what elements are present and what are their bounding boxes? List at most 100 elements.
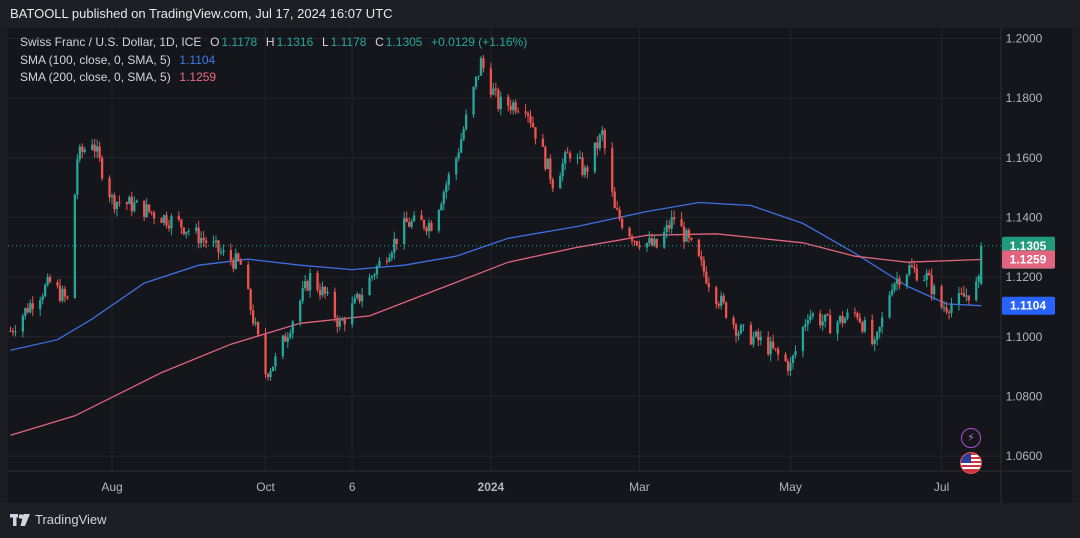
- candle-down: [734, 324, 738, 336]
- candle-down: [58, 285, 62, 301]
- symbol-title: Swiss Franc / U.S. Dollar, 1D, ICE: [20, 35, 202, 49]
- candle-down: [147, 204, 151, 212]
- candle-up: [115, 201, 119, 210]
- low-label: L: [321, 35, 329, 49]
- candle-up: [880, 317, 884, 327]
- candle-down: [618, 209, 621, 219]
- candle-down: [967, 295, 970, 301]
- sma100-value: 1.1104: [179, 53, 216, 67]
- candle-up: [942, 307, 946, 309]
- candle-up: [925, 272, 928, 281]
- candle-up: [289, 333, 292, 338]
- candle-up: [145, 204, 148, 217]
- candle-down: [638, 245, 641, 248]
- candle-down: [125, 202, 129, 205]
- candle-up: [46, 276, 49, 286]
- candle-down: [316, 273, 319, 291]
- candle-down: [928, 272, 931, 276]
- candle-down: [167, 225, 171, 229]
- candle-up: [29, 303, 32, 313]
- candle-up: [824, 314, 827, 322]
- candle-down: [494, 88, 497, 90]
- candle-up: [455, 158, 458, 175]
- candle-up: [663, 232, 666, 248]
- candle-up: [321, 286, 324, 296]
- tradingview-logo[interactable]: TradingView: [10, 512, 107, 527]
- candle-up: [378, 260, 381, 267]
- candle-down: [66, 296, 69, 299]
- candlestick-chart[interactable]: 1.2000 1.1800 1.1600 1.1400 1.1200 1.1000 1.08…: [8, 28, 1072, 503]
- candle-up: [200, 238, 203, 244]
- tradingview-brand: TradingView: [35, 512, 107, 527]
- candle-down: [182, 227, 185, 235]
- candle-down: [633, 240, 636, 242]
- candle-down: [422, 220, 426, 228]
- candle-down: [524, 111, 527, 113]
- candle-up: [254, 322, 257, 324]
- candle-down: [858, 317, 862, 323]
- candle-up: [546, 158, 549, 170]
- candle-up: [512, 102, 515, 110]
- sma200-value: 1.1259: [179, 70, 217, 84]
- chart-panel[interactable]: 1.2000 1.1800 1.1600 1.1400 1.1200 1.1000 1.08…: [8, 28, 1072, 503]
- candle-up: [720, 295, 723, 306]
- candle-up: [759, 336, 762, 341]
- candle-down: [118, 201, 121, 203]
- candle-down: [197, 227, 200, 244]
- sma100-price-tag: 1.1104: [1010, 299, 1046, 313]
- candle-up: [308, 273, 312, 291]
- candle-up: [754, 331, 757, 337]
- candle-down: [252, 310, 255, 324]
- candle-down: [853, 312, 857, 314]
- candle-down: [48, 276, 52, 283]
- candle-up: [234, 253, 237, 269]
- y-tick-label: 1.1200: [1006, 270, 1043, 284]
- candle-up: [286, 337, 289, 342]
- open-value: 1.1178: [221, 35, 258, 49]
- candle-up: [893, 283, 896, 291]
- candle-down: [700, 256, 703, 261]
- candle-up: [212, 242, 215, 244]
- candle-up: [373, 274, 376, 277]
- high-value: 1.1316: [276, 35, 314, 49]
- candle-up: [598, 134, 601, 149]
- candle-down: [204, 240, 208, 243]
- candle-up: [14, 331, 17, 333]
- ohlc-legend: Swiss Franc / U.S. Dollar, 1D, ICE O 1.11…: [20, 35, 529, 49]
- candle-up: [403, 218, 406, 245]
- candle-down: [256, 322, 260, 335]
- sma200-label: SMA (200, close, 0, SMA, 5): [20, 70, 171, 84]
- candle-up: [460, 139, 463, 153]
- candle-up: [583, 167, 587, 176]
- candle-down: [482, 58, 485, 69]
- candle-down: [408, 222, 411, 227]
- candle-up: [932, 286, 936, 295]
- candle-down: [715, 287, 718, 304]
- sma200-legend[interactable]: SMA (200, close, 0, SMA, 5) 1.1259: [20, 70, 218, 84]
- tradingview-logo-icon: [10, 513, 30, 526]
- candle-up: [769, 341, 772, 355]
- candle-down: [668, 225, 671, 229]
- candle-down: [306, 281, 309, 291]
- candle-up: [442, 192, 445, 205]
- candle-down: [774, 348, 777, 350]
- candle-up: [477, 75, 480, 77]
- candle-down: [26, 308, 29, 313]
- last-price-tag: 1.1305: [1010, 239, 1047, 253]
- candle-up: [375, 266, 379, 275]
- sma100-legend[interactable]: SMA (100, close, 0, SMA, 5) 1.1104: [20, 53, 217, 67]
- candle-down: [724, 302, 728, 318]
- lightning-icon[interactable]: ⚡: [961, 428, 981, 448]
- candle-down: [343, 319, 346, 325]
- candle-down: [177, 216, 181, 220]
- candle-up: [269, 371, 272, 377]
- candle-down: [541, 138, 545, 147]
- sma200-price-tag-bg: [1002, 250, 1055, 269]
- candle-up: [274, 356, 277, 367]
- candle-down: [551, 179, 554, 189]
- candle-down: [616, 208, 619, 210]
- candle-up: [291, 321, 294, 334]
- candle-down: [586, 167, 589, 172]
- candle-up: [21, 315, 25, 332]
- us-flag-icon[interactable]: [960, 452, 982, 474]
